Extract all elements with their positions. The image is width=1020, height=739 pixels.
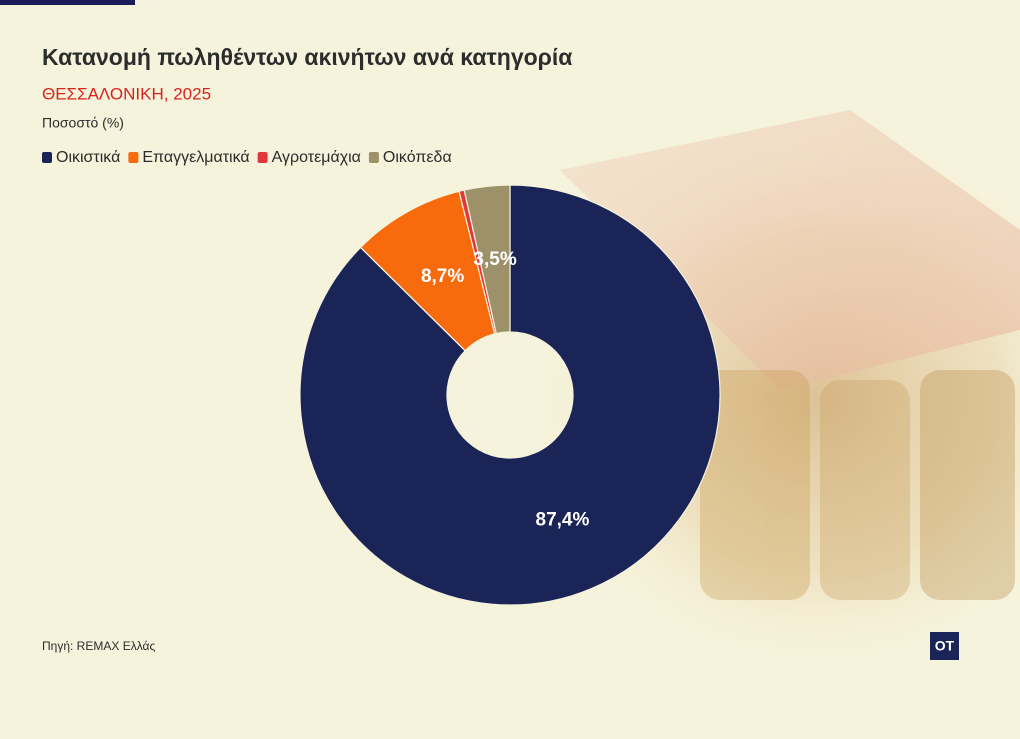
data-label: 87,4%	[536, 509, 590, 530]
donut-slice	[463, 184, 511, 335]
top-bar	[0, 0, 135, 5]
background-banknote	[560, 110, 1020, 390]
chart-subtitle: ΘΕΣΣΑΛΟΝΙΚΗ, 2025	[42, 84, 211, 103]
legend-label: Επαγγελματικά	[142, 149, 249, 166]
donut-slice	[299, 184, 721, 606]
logo-box	[930, 632, 959, 660]
legend-label: Αγροτεμάχια	[272, 149, 361, 166]
source: Πηγή: REMAX Ελλάς	[42, 639, 155, 653]
legend-marker	[42, 152, 52, 163]
legend-label: Οικόπεδα	[383, 149, 452, 166]
legend-marker	[257, 152, 268, 163]
data-label: 8,7%	[421, 266, 464, 287]
chart-title: Κατανομή πωληθέντων ακινήτων ανά κατηγορ…	[42, 44, 572, 70]
legend-label: Οικιστικά	[56, 149, 120, 166]
legend-marker	[368, 152, 379, 163]
unit-label: Ποσοστό (%)	[42, 115, 124, 131]
logo: OT	[935, 638, 955, 654]
legend: Οικιστικά Επαγγελματικά Αγροτεμάχια Οικόπεδ…	[42, 149, 452, 166]
data-label: 3,5%	[473, 249, 516, 270]
background-coins	[700, 370, 1015, 600]
legend-marker	[128, 152, 139, 163]
donut: 87,4% 8,7% 3,5%	[299, 184, 721, 606]
